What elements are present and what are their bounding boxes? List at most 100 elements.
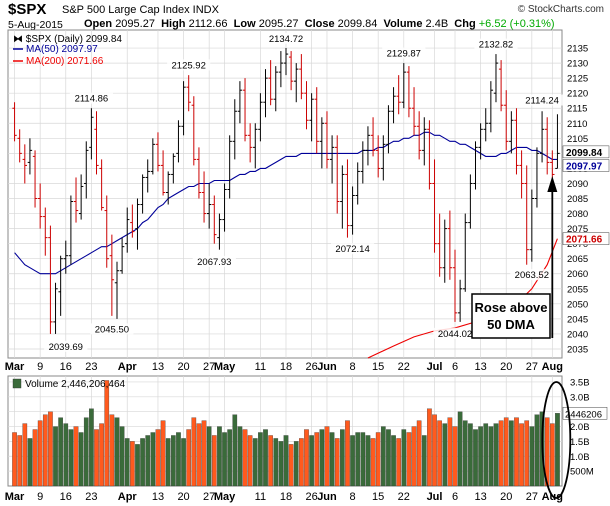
ohlc-bar (427, 120, 432, 190)
close-value: 2099.84 (337, 18, 378, 30)
ohlc-bar (201, 171, 207, 223)
x-tick-label-volume: 6 (452, 491, 458, 503)
x-tick-label-price: 11 (255, 361, 266, 373)
value-label: 2114.86 (75, 94, 109, 105)
ohlc-bar (222, 183, 227, 232)
value-label-bg (330, 243, 375, 255)
volume-bar (283, 435, 289, 487)
volume-bar (130, 441, 135, 487)
ohlc-bar (350, 186, 355, 235)
volume-bar (350, 435, 355, 487)
x-tick-label-volume: 13 (152, 491, 164, 503)
x-tick-label-volume: 27 (203, 491, 215, 503)
ohlc-bar (17, 129, 22, 163)
price-tick-label: 2090 (567, 179, 588, 190)
volume-bar (380, 426, 386, 487)
volume-bar (324, 426, 330, 487)
price-tick-label: 2110 (567, 119, 587, 130)
volume-tick-label: 1.0B (570, 452, 590, 463)
volume-bar (73, 426, 79, 487)
ohlc-bar (335, 135, 340, 214)
ohlc-bar (109, 234, 115, 316)
ohlc-bar (22, 144, 28, 184)
ohlc-bar (488, 81, 494, 133)
volume-bar (355, 432, 361, 487)
ohlc-bar (539, 111, 545, 163)
ohlc-bar (463, 213, 468, 292)
value-label-bg (520, 94, 564, 106)
price-tick-label: 2065 (567, 254, 588, 265)
price-tick-label: 2045 (567, 314, 588, 325)
ohlc-bar (309, 93, 314, 142)
low-label: Low (233, 18, 256, 30)
value-label: 2114.24 (525, 96, 559, 107)
ohlc-bar (294, 63, 299, 103)
ohlc-bar (391, 87, 396, 124)
volume-bar (222, 432, 227, 487)
volume-value: 2.4B (425, 18, 449, 30)
ohlc-bar (253, 123, 258, 169)
volume-bar (462, 420, 468, 487)
volume-bar (401, 429, 407, 487)
x-tick-label-volume: 20 (500, 491, 512, 503)
x-tick-label-volume: 18 (280, 491, 292, 503)
ohlc-bar (447, 210, 453, 280)
ohlc-bar (32, 150, 38, 208)
price-tick-label: 2135 (567, 44, 588, 55)
ohlc-bar (37, 183, 43, 229)
volume-bar (509, 420, 514, 487)
value-label-bg (382, 47, 426, 59)
x-tick-label-price: 26 (305, 361, 317, 373)
x-tick-label-volume: 11 (255, 491, 266, 503)
value-label-bg (510, 269, 554, 281)
volume-bar (386, 429, 391, 487)
stockcharts-copyright[interactable]: © StockCharts.com (517, 4, 604, 15)
volume-bar (314, 432, 320, 487)
volume-bar (437, 420, 442, 487)
x-tick-label-price: 15 (372, 361, 384, 373)
volume-bar (237, 426, 243, 487)
volume-bar (211, 435, 217, 487)
volume-bar (345, 420, 350, 487)
volume-bar (201, 420, 207, 487)
ohlc-bar (437, 213, 442, 277)
ohlc-bar (212, 195, 217, 244)
x-tick-label-volume: Apr (118, 491, 138, 503)
volume-bar (155, 429, 161, 487)
volume-bar (427, 408, 432, 487)
x-tick-label-price: 9 (37, 361, 43, 373)
volume-bar (365, 435, 371, 487)
x-tick-label-volume: Jul (427, 491, 443, 503)
ohlc-bar (386, 105, 391, 154)
volume-bar (488, 426, 494, 487)
ohlc-bar (365, 126, 371, 166)
last-close-tag-box (562, 145, 610, 159)
volume-bar (135, 444, 140, 487)
x-tick-label-volume: 8 (350, 491, 356, 503)
volume-bar (68, 429, 74, 487)
volume-bar (63, 423, 69, 487)
volume-bar (278, 441, 284, 487)
ohlc-bar (258, 93, 263, 142)
volume-bar (104, 380, 110, 487)
price-tick-label: 2085 (567, 194, 588, 205)
ohlc-bar (555, 114, 560, 169)
ohlc-bar (273, 66, 278, 112)
ohlc-bar (58, 255, 63, 316)
ma200-tag-box (562, 232, 610, 245)
ohlc-bar (268, 60, 273, 106)
ohlc-bar (478, 123, 483, 160)
annotation-line1: Rose above (475, 300, 548, 315)
value-label-bg (167, 59, 211, 71)
x-tick-label-price: 20 (177, 361, 189, 373)
volume-bar (78, 432, 84, 487)
x-tick-label-volume: 15 (372, 491, 384, 503)
x-tick-label-volume: 23 (85, 491, 97, 503)
ohlc-bar (509, 111, 514, 154)
ohlc-bar (375, 135, 381, 178)
x-tick-label-price: 6 (452, 361, 458, 373)
value-label: 2063.52 (515, 270, 549, 281)
price-tick-label: 2105 (567, 134, 588, 145)
volume-bar (94, 429, 99, 487)
price-tick-label: 2035 (567, 344, 588, 355)
